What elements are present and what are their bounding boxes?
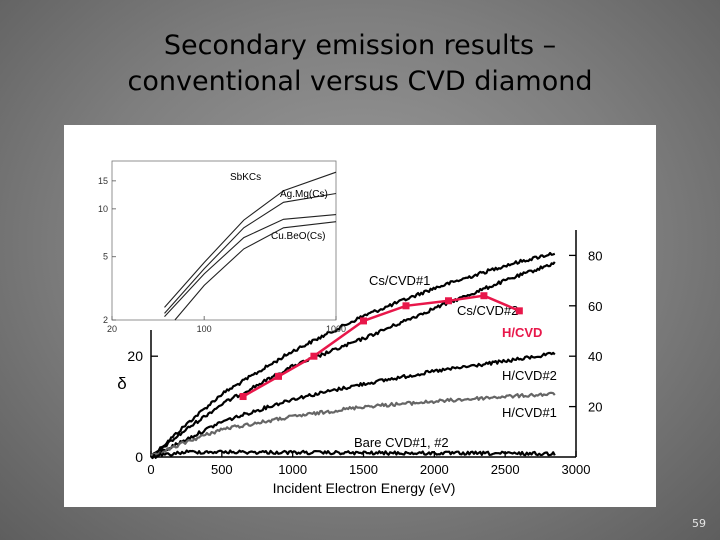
chart-figure: 0500100015002000250030000204020406080Inc… bbox=[64, 125, 656, 507]
series-label-h-cvd-1: H/CVD#1 bbox=[502, 405, 557, 420]
series-line-h-cvd-2 bbox=[150, 351, 556, 459]
inset-series-line-cu-beo-cs-lower bbox=[174, 221, 337, 321]
y-right-tick-label-60: 60 bbox=[588, 299, 602, 314]
x-tick-label-0: 0 bbox=[147, 462, 154, 477]
secondary-emission-chart: 0500100015002000250030000204020406080Inc… bbox=[98, 160, 602, 496]
inset-x-tick-label-1000: 1000 bbox=[326, 324, 346, 334]
inset-y-tick-label-2: 2 bbox=[103, 315, 108, 325]
series-point-h-cvd-0 bbox=[239, 393, 247, 401]
series-point-h-cvd-7 bbox=[515, 307, 523, 315]
x-tick-label-1500: 1500 bbox=[349, 462, 378, 477]
x-tick-label-3000: 3000 bbox=[562, 462, 591, 477]
x-tick-label-1000: 1000 bbox=[278, 462, 307, 477]
series-line-h-cvd-1 bbox=[150, 391, 556, 457]
slide-title: Secondary emission results – conventiona… bbox=[0, 28, 720, 100]
x-tick-label-2500: 2500 bbox=[491, 462, 520, 477]
y-axis-label: δ bbox=[117, 374, 126, 393]
inset-series-label-cu-beo-cs: Cu.BeO(Cs) bbox=[271, 231, 325, 242]
inset-y-tick-label-5: 5 bbox=[103, 252, 108, 262]
series-point-h-cvd-5 bbox=[445, 297, 452, 305]
x-tick-label-500: 500 bbox=[211, 462, 233, 477]
title-line-2: conventional versus CVD diamond bbox=[127, 66, 593, 97]
inset-series-label-ag-mg-cs: Ag.Mg(Cs) bbox=[280, 189, 328, 200]
x-axis-label: Incident Electron Energy (eV) bbox=[273, 480, 456, 496]
y-right-tick-label-80: 80 bbox=[588, 248, 602, 263]
x-tick-label-2000: 2000 bbox=[420, 462, 449, 477]
series-label-cs-cvd-1: Cs/CVD#1 bbox=[369, 273, 430, 288]
inset-series-line-cu-beo-cs bbox=[164, 214, 337, 317]
series-point-h-cvd-1 bbox=[275, 372, 282, 380]
series-label-h-cvd-2: H/CVD#2 bbox=[502, 368, 557, 383]
page-number: 59 bbox=[692, 517, 706, 530]
inset-x-tick-label-20: 20 bbox=[107, 324, 117, 334]
series-line-cs-cvd-1 bbox=[150, 251, 556, 459]
y-right-tick-label-40: 40 bbox=[588, 349, 602, 364]
inset-series-line-ag-mg-cs bbox=[164, 192, 337, 314]
series-line-h-cvd bbox=[242, 294, 520, 398]
inset-y-tick-label-15: 15 bbox=[98, 176, 108, 186]
inset-series-line-sbkcs bbox=[164, 171, 337, 308]
y-right-tick-label-20: 20 bbox=[588, 400, 602, 415]
series-line-cs-cvd-2 bbox=[150, 261, 556, 457]
series-label-bare-cvd-1-2: Bare CVD#1, #2 bbox=[354, 435, 449, 450]
y-left-tick-label-0: 0 bbox=[135, 449, 143, 465]
inset-series-label-sbkcs: SbKCs bbox=[230, 172, 261, 183]
series-point-h-cvd-4 bbox=[402, 302, 410, 310]
inset-x-tick-label-100: 100 bbox=[197, 324, 212, 334]
inset-y-tick-label-10: 10 bbox=[98, 204, 108, 214]
series-point-h-cvd-3 bbox=[360, 317, 367, 325]
y-left-tick-label-20: 20 bbox=[127, 348, 143, 364]
series-label-h-cvd: H/CVD bbox=[502, 325, 542, 340]
title-line-1: Secondary emission results – bbox=[163, 30, 557, 61]
series-point-h-cvd-2 bbox=[310, 352, 318, 360]
series-label-cs-cvd-2: Cs/CVD#2 bbox=[457, 303, 518, 318]
series-point-h-cvd-6 bbox=[480, 292, 488, 300]
series-line-bare-cvd-1-2 bbox=[150, 449, 556, 460]
